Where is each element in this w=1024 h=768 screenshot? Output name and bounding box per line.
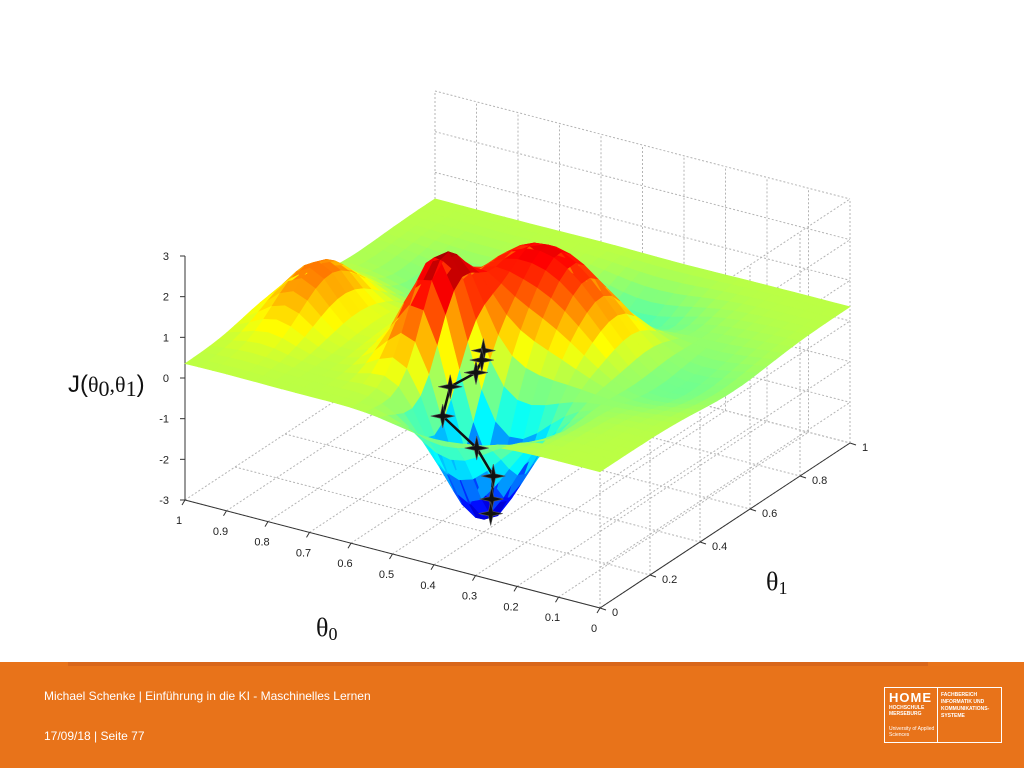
x-tick-label: 0.2	[503, 601, 518, 613]
surface-plot: 1 0.9 0.8 0.7 0.6 0.5 0.4 0.3 0.2 0.1 0 0 0.2 0.4 0.6 0…	[68, 90, 868, 644]
grid-line	[334, 400, 751, 510]
descent-step-marker	[464, 436, 489, 461]
y-tick-label: 0.6	[762, 508, 777, 520]
x-tick-label: 0.7	[296, 547, 311, 559]
z-tick-label: -1	[159, 414, 169, 426]
grid-line	[434, 131, 851, 241]
x-axis-label: θ0	[316, 613, 337, 644]
grid-line	[284, 433, 701, 543]
y-tick-label: 0.8	[812, 475, 827, 487]
descent-step-marker	[463, 360, 489, 385]
grid-line	[434, 171, 851, 281]
x-tick-mark	[181, 499, 186, 506]
logo-subtitle: HOCHSCHULE MERSEBURG	[889, 705, 925, 717]
grid-line	[434, 90, 851, 200]
descent-step-marker	[478, 501, 503, 526]
descent-step-marker	[438, 374, 463, 399]
footer-bar	[0, 662, 1024, 768]
y-tick-mark	[749, 508, 757, 512]
grid-line	[384, 367, 801, 477]
grid-line	[599, 401, 851, 568]
university-logo: HOME HOCHSCHULE MERSEBURG University of …	[884, 687, 1002, 743]
x-tick-mark	[472, 575, 476, 581]
y-tick-mark	[649, 574, 657, 578]
date-page-line: 17/09/18 | Seite 77	[44, 729, 145, 743]
grid-line	[434, 334, 851, 444]
x-tick-mark	[223, 510, 227, 517]
x-tick-label: 0	[591, 623, 597, 635]
z-axis-label: J(θ0,θ1)	[68, 371, 145, 401]
x-tick-label: 0.3	[462, 591, 477, 603]
footer-divider	[68, 662, 928, 666]
x-tick-mark	[264, 521, 269, 527]
x-tick-label: 0.5	[379, 569, 394, 581]
y-tick-mark	[849, 442, 857, 446]
tick-labels: 1 0.9 0.8 0.7 0.6 0.5 0.4 0.3 0.2 0.1 0 0 0.2 0.4 0.6 0…	[159, 251, 868, 635]
x-tick-label: 0.6	[337, 558, 352, 570]
z-tick-label: 0	[163, 373, 169, 385]
grid-line	[558, 431, 809, 598]
x-tick-mark	[389, 553, 393, 560]
y-tick-label: 0.4	[712, 541, 727, 553]
x-tick-mark	[555, 596, 559, 603]
y-tick-label: 0	[612, 607, 618, 619]
gradient-descent-path	[430, 338, 506, 526]
y-axis-label: θ1	[766, 567, 787, 598]
cost-surface	[184, 198, 851, 520]
y-tick-mark	[699, 541, 707, 545]
z-tick-label: -3	[159, 495, 169, 507]
logo-divider	[937, 688, 938, 742]
grid-line	[599, 320, 851, 487]
x-tick-label: 0.4	[420, 580, 435, 592]
logo-department: FACHBEREICH INFORMATIK UND KOMMUNIKATION…	[941, 692, 990, 719]
x-tick-label: 0.1	[545, 612, 560, 624]
x-tick-label: 0.9	[213, 526, 228, 538]
descent-step-marker	[481, 464, 506, 489]
x-tick-mark	[596, 607, 601, 614]
surface-patch	[184, 357, 208, 368]
x-tick-mark	[430, 564, 435, 571]
grid-line	[434, 293, 851, 403]
presenter-line: Michael Schenke | Einführung in die KI -…	[44, 689, 371, 703]
y-tick-label: 1	[862, 442, 868, 454]
x-tick-mark	[513, 586, 518, 592]
z-tick-label: 3	[163, 251, 169, 263]
grid-line	[475, 410, 726, 577]
y-axis-line	[599, 442, 851, 609]
z-tick-label: -2	[159, 454, 169, 466]
y-tick-mark	[799, 475, 807, 479]
grid-line	[516, 420, 768, 587]
x-tick-mark	[347, 542, 352, 549]
descent-step-marker	[430, 404, 455, 429]
logo-university: University of Applied Sciences	[889, 726, 935, 738]
y-tick-label: 0.2	[662, 574, 677, 586]
grid-line	[234, 466, 651, 576]
y-tick-mark	[599, 607, 607, 611]
z-tick-label: 2	[163, 292, 169, 304]
x-tick-label: 0.8	[254, 537, 269, 549]
logo-brand: HOME	[889, 690, 932, 705]
z-tick-label: 1	[163, 332, 169, 344]
x-tick-label: 1	[176, 515, 182, 527]
grid-line	[599, 361, 851, 528]
x-tick-mark	[306, 532, 310, 538]
